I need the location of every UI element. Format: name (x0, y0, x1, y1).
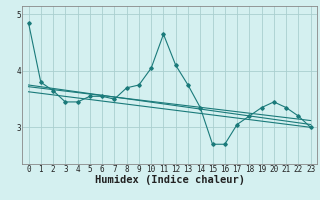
X-axis label: Humidex (Indice chaleur): Humidex (Indice chaleur) (95, 175, 244, 185)
